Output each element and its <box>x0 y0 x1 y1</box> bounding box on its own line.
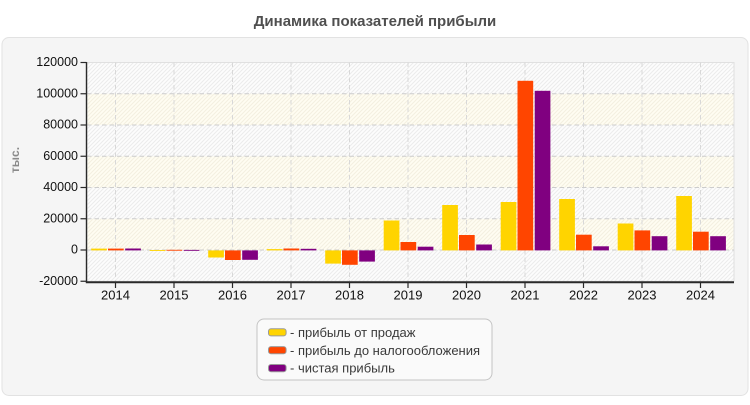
svg-text:120000: 120000 <box>36 55 78 69</box>
svg-text:20000: 20000 <box>43 211 78 225</box>
svg-text:2015: 2015 <box>160 288 189 303</box>
svg-text:Динамика показателей прибыли: Динамика показателей прибыли <box>254 13 497 30</box>
svg-text:100000: 100000 <box>36 86 78 100</box>
svg-text:тыс.: тыс. <box>8 147 22 173</box>
svg-text:2023: 2023 <box>628 288 657 303</box>
svg-text:2020: 2020 <box>452 288 481 303</box>
svg-text:2019: 2019 <box>394 288 423 303</box>
svg-text:60000: 60000 <box>43 149 78 163</box>
svg-text:40000: 40000 <box>43 180 78 194</box>
svg-text:80000: 80000 <box>43 118 78 132</box>
svg-text:2021: 2021 <box>511 288 540 303</box>
svg-text:-20000: -20000 <box>39 274 78 288</box>
svg-text:2024: 2024 <box>686 288 715 303</box>
svg-text:- прибыль от продаж: - прибыль от продаж <box>290 325 416 340</box>
svg-text:- прибыль до налогообложения: - прибыль до налогообложения <box>290 343 480 358</box>
svg-text:2017: 2017 <box>277 288 306 303</box>
svg-text:2022: 2022 <box>569 288 598 303</box>
svg-text:- чистая прибыль: - чистая прибыль <box>290 361 395 376</box>
svg-text:2018: 2018 <box>335 288 364 303</box>
svg-text:2016: 2016 <box>218 288 247 303</box>
svg-text:0: 0 <box>71 243 78 257</box>
svg-text:2014: 2014 <box>101 288 130 303</box>
